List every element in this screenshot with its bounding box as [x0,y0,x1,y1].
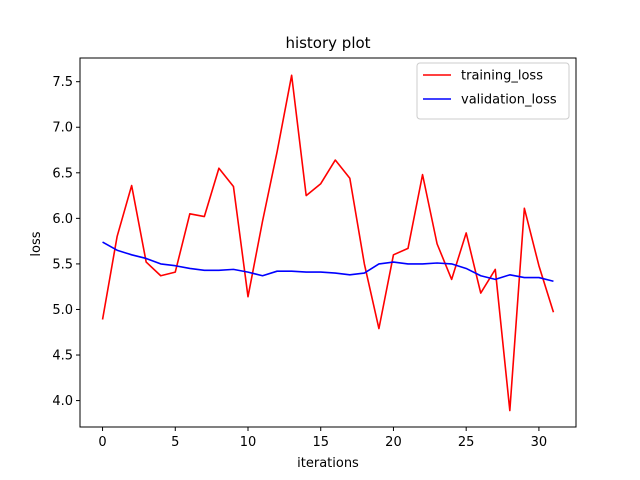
x-tick-label: 5 [171,435,179,450]
x-tick-label: 15 [312,435,329,450]
series-layer [101,74,555,412]
x-axis-label: iterations [297,456,359,471]
x-tick-label: 25 [458,435,475,450]
x-axis: 0 5 10 15 20 25 30 [98,427,547,450]
series-line-validation-loss [102,241,554,282]
legend-label: training_loss [461,69,543,84]
series-line-training-loss [101,74,555,412]
y-tick-label: 4.0 [52,394,73,409]
y-tick-label: 6.0 [52,212,73,227]
y-axis: 4.0 4.5 5.0 5.5 6.0 6.5 7.0 7.5 [52,75,80,409]
legend-label: validation_loss [461,93,557,108]
x-tick-label: 30 [531,435,548,450]
legend: training_loss validation_loss [416,62,570,120]
x-tick-label: 20 [385,435,402,450]
y-tick-label: 5.0 [52,303,73,318]
y-tick-label: 5.5 [52,257,73,272]
y-tick-label: 7.0 [52,121,73,136]
y-tick-label: 7.5 [52,75,73,90]
chart-title: history plot [285,34,370,52]
x-tick-label: 10 [240,435,257,450]
y-tick-label: 4.5 [52,349,73,364]
y-axis-label: loss [29,231,44,256]
y-tick-label: 6.5 [52,166,73,181]
x-tick-label: 0 [98,435,106,450]
legend-box [416,62,570,120]
